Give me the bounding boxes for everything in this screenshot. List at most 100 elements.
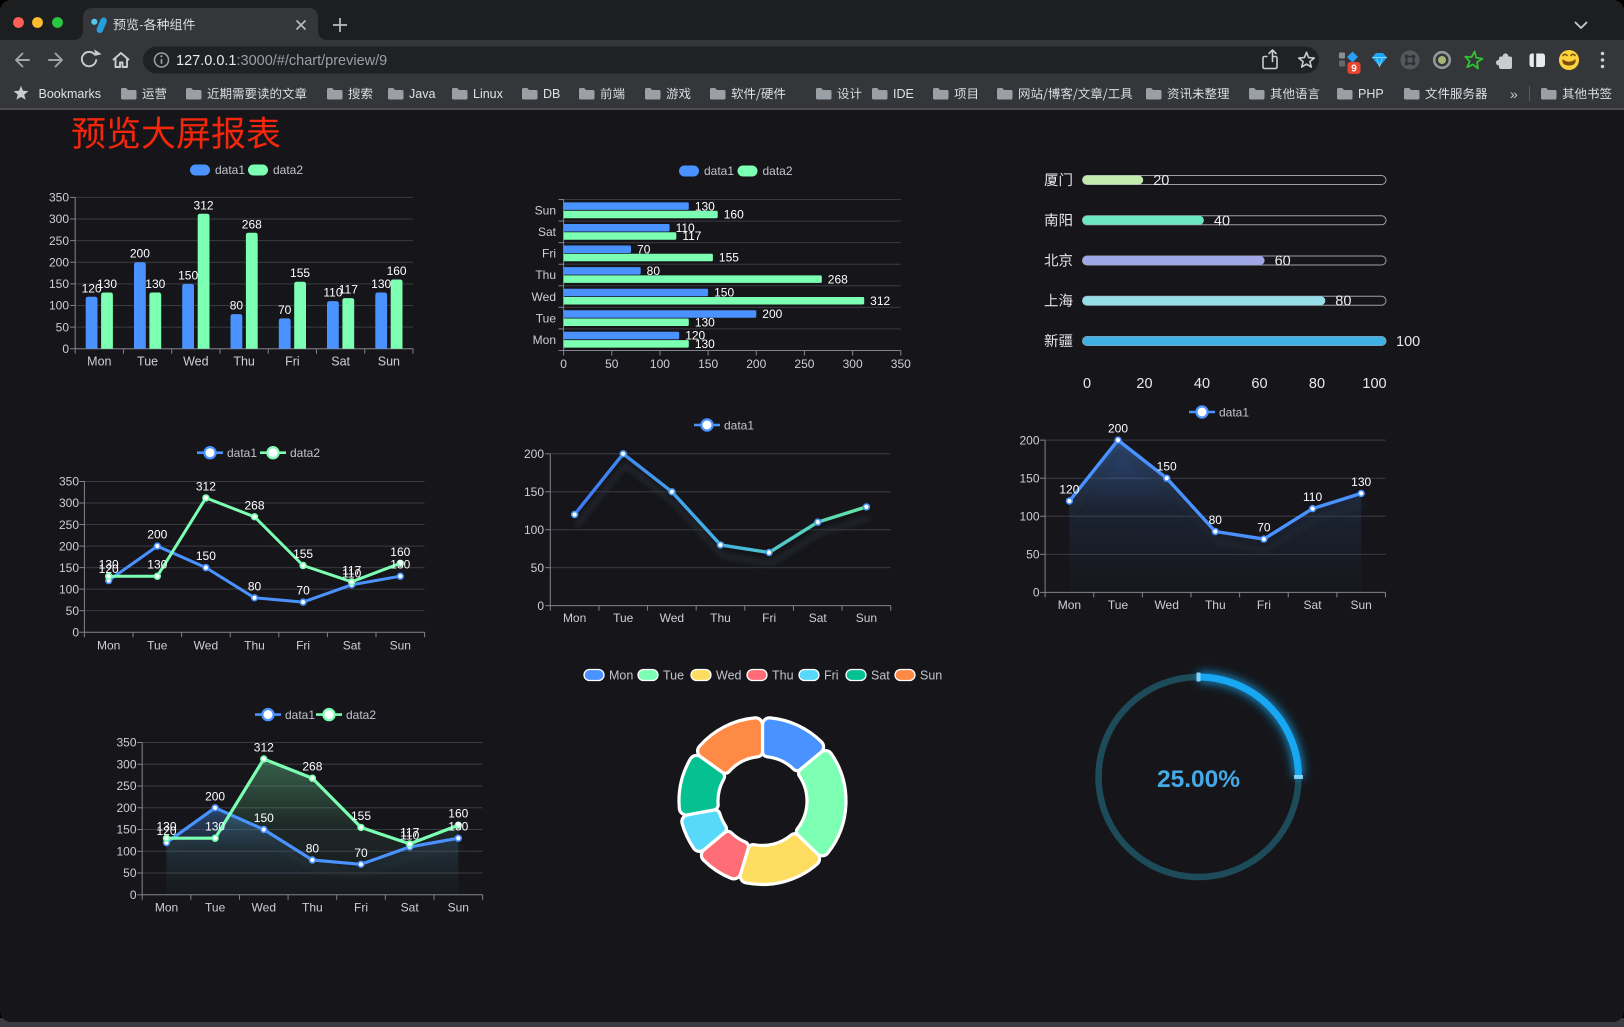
svg-text:Wed: Wed [716, 669, 742, 683]
svg-text:Sun: Sun [535, 203, 556, 217]
svg-text:150: 150 [254, 811, 274, 825]
svg-text:Tue: Tue [147, 639, 168, 653]
svg-text:PHP: PHP [1358, 87, 1384, 101]
svg-text:Sun: Sun [390, 639, 411, 653]
svg-text:117: 117 [682, 229, 701, 243]
svg-text:Thu: Thu [535, 268, 556, 282]
svg-text:Sat: Sat [538, 225, 557, 239]
svg-text:160: 160 [448, 807, 468, 821]
svg-text:0: 0 [560, 357, 567, 371]
svg-text:200: 200 [49, 255, 69, 269]
svg-text:100: 100 [59, 582, 79, 596]
svg-text:127.0.0.1:3000/#/chart/preview: 127.0.0.1:3000/#/chart/preview/9 [176, 53, 387, 69]
svg-text:117: 117 [342, 563, 361, 577]
svg-text:70: 70 [1257, 521, 1271, 535]
svg-text:312: 312 [196, 479, 216, 493]
svg-text:50: 50 [66, 604, 80, 618]
svg-text:300: 300 [843, 357, 863, 371]
svg-text:200: 200 [130, 247, 150, 261]
svg-text:200: 200 [205, 789, 225, 803]
svg-text:300: 300 [116, 757, 136, 771]
svg-text:120: 120 [99, 562, 119, 576]
svg-text:Sun: Sun [448, 901, 469, 915]
svg-text:130: 130 [1351, 475, 1371, 489]
svg-text:155: 155 [351, 809, 371, 823]
svg-text:Tue: Tue [1108, 598, 1129, 612]
svg-text:25.00%: 25.00% [1157, 766, 1240, 793]
svg-text:110: 110 [400, 828, 419, 842]
svg-text:data1: data1 [704, 164, 734, 178]
svg-text:300: 300 [59, 496, 79, 510]
svg-text:Fri: Fri [354, 901, 368, 915]
svg-text:0: 0 [1083, 376, 1091, 392]
svg-text:data2: data2 [346, 708, 376, 722]
svg-text:data1: data1 [285, 708, 315, 722]
svg-text:80: 80 [230, 299, 244, 313]
svg-text:50: 50 [531, 561, 545, 575]
svg-text:150: 150 [524, 485, 544, 499]
svg-text:160: 160 [387, 264, 407, 278]
svg-text:50: 50 [123, 866, 137, 880]
svg-text:100: 100 [1362, 376, 1386, 392]
svg-text:150: 150 [1019, 471, 1039, 485]
svg-text:Java: Java [409, 87, 435, 101]
svg-text:Sun: Sun [856, 611, 877, 625]
svg-text:Mon: Mon [1058, 598, 1081, 612]
svg-text:80: 80 [248, 579, 262, 593]
svg-text:130: 130 [145, 277, 165, 291]
svg-text:80: 80 [306, 841, 320, 855]
svg-text:40: 40 [1194, 376, 1210, 392]
svg-text:Mon: Mon [155, 901, 178, 915]
svg-text:60: 60 [1275, 254, 1291, 270]
svg-text:Thu: Thu [233, 355, 255, 369]
svg-text:Wed: Wed [183, 355, 209, 369]
svg-text:40: 40 [1214, 213, 1230, 229]
svg-text:0: 0 [62, 342, 69, 356]
svg-text:0: 0 [537, 599, 544, 613]
svg-text:Sat: Sat [809, 611, 828, 625]
svg-text:150: 150 [714, 286, 734, 300]
svg-text:150: 150 [1157, 460, 1177, 474]
svg-text:Tue: Tue [205, 901, 226, 915]
svg-text:117: 117 [339, 283, 358, 297]
svg-text:350: 350 [116, 736, 136, 750]
svg-text:Sat: Sat [331, 355, 350, 369]
svg-text:Fri: Fri [1257, 598, 1271, 612]
svg-text:130: 130 [695, 199, 715, 213]
svg-text:IDE: IDE [893, 87, 914, 101]
svg-text:9: 9 [1351, 64, 1357, 75]
svg-text:50: 50 [56, 320, 70, 334]
svg-text:150: 150 [59, 561, 79, 575]
svg-text:350: 350 [59, 475, 79, 489]
svg-text:Sat: Sat [401, 901, 420, 915]
svg-text:Mon: Mon [97, 639, 120, 653]
svg-text:150: 150 [698, 357, 718, 371]
svg-text:data1: data1 [1219, 405, 1249, 419]
svg-text:130: 130 [390, 558, 410, 572]
svg-text:70: 70 [354, 846, 368, 860]
svg-text:150: 150 [49, 277, 69, 291]
svg-text:130: 130 [695, 337, 715, 351]
svg-text:Wed: Wed [252, 901, 276, 915]
svg-text:300: 300 [49, 212, 69, 226]
svg-text:200: 200 [147, 528, 167, 542]
svg-text:Tue: Tue [536, 311, 557, 325]
svg-text:100: 100 [49, 299, 69, 313]
svg-text:130: 130 [147, 558, 167, 572]
svg-text:Tue: Tue [613, 611, 634, 625]
svg-text:Fri: Fri [762, 611, 776, 625]
svg-text:250: 250 [116, 779, 136, 793]
svg-text:100: 100 [1396, 334, 1420, 350]
svg-text:200: 200 [59, 539, 79, 553]
svg-text:Fri: Fri [296, 639, 310, 653]
svg-text:data2: data2 [290, 446, 320, 460]
svg-text:Wed: Wed [194, 639, 218, 653]
svg-text:150: 150 [196, 549, 216, 563]
svg-text:130: 130 [205, 820, 225, 834]
svg-text:Wed: Wed [1154, 598, 1178, 612]
svg-text:120: 120 [685, 329, 705, 343]
svg-text:70: 70 [296, 584, 310, 598]
svg-text:Tue: Tue [663, 669, 684, 683]
svg-text:250: 250 [49, 234, 69, 248]
svg-text:Wed: Wed [532, 290, 556, 304]
